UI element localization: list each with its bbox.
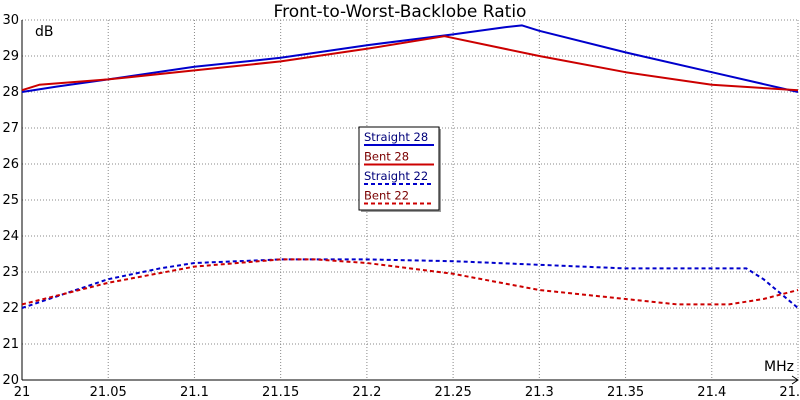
axes: 21 21.05 21.1 21.15 21.2 21.25 21.3 21.35 21.4 21… [2, 13, 800, 400]
x-tick-label: 21.1 [180, 385, 209, 400]
series-layer [21, 24, 799, 309]
grid [22, 19, 799, 380]
y-tick-label: 20 [2, 373, 19, 388]
series-line-straight-22 [21, 258, 799, 309]
legend-box [358, 126, 440, 211]
y-tick-label: 27 [2, 121, 19, 136]
y-tick-label: 25 [2, 193, 19, 208]
y-tick-label: 24 [2, 229, 19, 244]
x-tick-label: 21.25 [435, 385, 472, 400]
x-tick-label: 21.35 [607, 385, 644, 400]
legend-label: Straight 22 [364, 169, 428, 183]
series-line-bent-28 [21, 35, 799, 92]
x-axis-arrow [791, 375, 799, 385]
legend-label: Bent 22 [364, 189, 409, 203]
legend-label: Straight 28 [364, 130, 428, 144]
x-tick-label: 21.4 [697, 385, 726, 400]
y-tick-label: 28 [2, 85, 19, 100]
chart-title: Front-to-Worst-Backlobe Ratio [274, 2, 527, 22]
y-tick-label: 22 [2, 301, 19, 316]
y-tick-label: 21 [2, 337, 19, 352]
x-tick-label: 21 [14, 385, 31, 400]
x-tick-label: 21.3 [525, 385, 554, 400]
x-tick-label: 21.2 [352, 385, 381, 400]
y-tick-label: 30 [2, 13, 19, 28]
x-tick-label: 21.05 [90, 385, 127, 400]
legend-label: Bent 28 [364, 150, 409, 164]
legend: Straight 28 Bent 28 Straight 22 Bent 22 [358, 126, 441, 212]
y-axis-unit: dB [35, 24, 54, 40]
x-axis-unit: MHz [764, 359, 794, 375]
series-line-bent-22 [21, 258, 799, 306]
x-tick-label: 21.45 [779, 385, 800, 400]
x-tick-label: 21.15 [262, 385, 299, 400]
y-tick-label: 29 [2, 49, 19, 64]
y-tick-label: 26 [2, 157, 19, 172]
y-tick-label: 23 [2, 265, 19, 280]
